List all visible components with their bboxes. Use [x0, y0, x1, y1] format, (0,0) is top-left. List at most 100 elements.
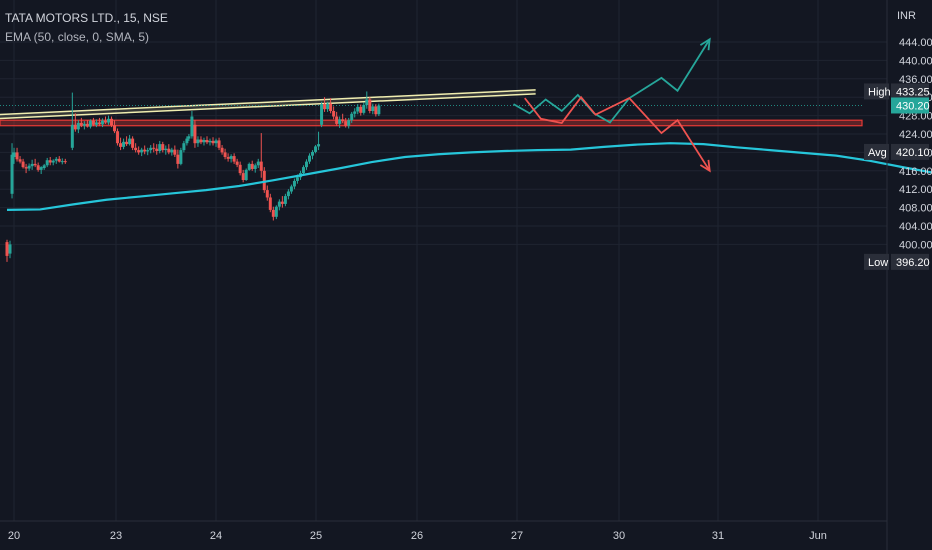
candle-down[interactable]	[332, 111, 336, 117]
candle-up[interactable]	[289, 186, 293, 192]
candle-up[interactable]	[214, 140, 218, 144]
candle-up[interactable]	[146, 150, 150, 152]
candle-down[interactable]	[63, 161, 67, 163]
candle-down[interactable]	[33, 163, 37, 166]
candle-down[interactable]	[85, 123, 89, 127]
candle-up[interactable]	[353, 111, 357, 114]
candle-down[interactable]	[131, 138, 135, 148]
candle-up[interactable]	[196, 139, 200, 144]
candle-down[interactable]	[18, 159, 22, 162]
candle-up[interactable]	[350, 113, 354, 121]
candle-down[interactable]	[193, 124, 197, 144]
candle-up[interactable]	[185, 138, 189, 144]
candle-down[interactable]	[137, 150, 141, 153]
candle-up[interactable]	[42, 165, 46, 169]
candle-up[interactable]	[140, 149, 144, 153]
candle-up[interactable]	[179, 150, 183, 164]
candle-up[interactable]	[39, 167, 43, 170]
candle-down[interactable]	[220, 147, 224, 153]
candle-up[interactable]	[295, 177, 299, 181]
candle-down[interactable]	[217, 140, 221, 148]
candle-down[interactable]	[235, 161, 239, 165]
candle-up[interactable]	[311, 151, 315, 156]
candle-up[interactable]	[338, 119, 342, 124]
candle-up[interactable]	[94, 122, 98, 125]
candle-up[interactable]	[229, 156, 233, 159]
candle-up[interactable]	[10, 154, 14, 194]
candle-up[interactable]	[320, 104, 324, 125]
candle-down[interactable]	[238, 164, 242, 174]
candle-down[interactable]	[48, 160, 52, 163]
candle-up[interactable]	[164, 148, 168, 151]
candle-down[interactable]	[223, 152, 227, 157]
candle-down[interactable]	[374, 106, 378, 115]
candle-up[interactable]	[371, 106, 375, 111]
candle-up[interactable]	[208, 140, 212, 143]
candle-down[interactable]	[91, 120, 95, 125]
candle-down[interactable]	[161, 144, 165, 151]
projection-down-path[interactable]	[524, 95, 711, 172]
support-zone[interactable]	[0, 119, 863, 127]
candle-up[interactable]	[247, 163, 251, 170]
candle-up[interactable]	[122, 141, 126, 147]
candle-down[interactable]	[155, 148, 159, 152]
candle-up[interactable]	[362, 105, 366, 113]
candle-down[interactable]	[329, 103, 333, 111]
candle-down[interactable]	[280, 201, 284, 204]
candle-down[interactable]	[265, 190, 269, 198]
resistance-trendline[interactable]	[0, 93, 536, 120]
candle-up[interactable]	[187, 136, 191, 139]
candle-down[interactable]	[199, 139, 203, 143]
candle-down[interactable]	[5, 242, 9, 256]
candle-up[interactable]	[292, 180, 296, 187]
candle-up[interactable]	[8, 244, 12, 254]
candle-down[interactable]	[359, 106, 363, 113]
candle-down[interactable]	[15, 152, 19, 160]
candle-up[interactable]	[286, 191, 290, 197]
candle-up[interactable]	[82, 123, 86, 126]
candle-up[interactable]	[244, 169, 248, 180]
candle-up[interactable]	[100, 120, 104, 125]
candle-up[interactable]	[182, 143, 186, 151]
resistance-trendline[interactable]	[0, 89, 536, 116]
ema-line[interactable]	[6, 134, 932, 211]
candle-down[interactable]	[226, 157, 230, 159]
candle-up[interactable]	[304, 161, 308, 168]
candle-down[interactable]	[205, 139, 209, 143]
candle-down[interactable]	[176, 154, 180, 164]
candle-up[interactable]	[365, 99, 369, 106]
candle-down[interactable]	[323, 104, 327, 110]
candle-down[interactable]	[262, 170, 266, 191]
candle-up[interactable]	[202, 139, 206, 143]
candle-up[interactable]	[283, 196, 287, 204]
candle-down[interactable]	[259, 161, 263, 171]
candle-up[interactable]	[149, 147, 153, 151]
candle-up[interactable]	[274, 206, 278, 217]
indicator-label[interactable]: EMA (50, close, 0, SMA, 5)	[5, 30, 150, 44]
candle-down[interactable]	[271, 209, 275, 217]
candle-down[interactable]	[344, 121, 348, 126]
candle-up[interactable]	[51, 160, 55, 163]
candle-down[interactable]	[341, 119, 345, 122]
candle-up[interactable]	[377, 105, 381, 115]
candle-up[interactable]	[107, 118, 111, 123]
candle-down[interactable]	[173, 149, 177, 155]
candle-down[interactable]	[167, 148, 171, 153]
candle-up[interactable]	[76, 122, 80, 130]
candle-up[interactable]	[30, 163, 34, 167]
candle-down[interactable]	[241, 173, 245, 180]
candle-up[interactable]	[301, 167, 305, 174]
symbol-title[interactable]: TATA MOTORS LTD., 15, NSE	[5, 11, 168, 25]
candle-up[interactable]	[253, 165, 257, 169]
candle-up[interactable]	[70, 124, 74, 148]
candle-down[interactable]	[268, 197, 272, 210]
candle-down[interactable]	[119, 143, 123, 147]
candle-down[interactable]	[143, 149, 147, 152]
candle-down[interactable]	[113, 125, 117, 132]
candle-up[interactable]	[190, 116, 194, 137]
candle-down[interactable]	[103, 120, 107, 123]
candle-up[interactable]	[356, 106, 360, 112]
candle-up[interactable]	[128, 138, 132, 145]
candle-down[interactable]	[79, 122, 83, 126]
